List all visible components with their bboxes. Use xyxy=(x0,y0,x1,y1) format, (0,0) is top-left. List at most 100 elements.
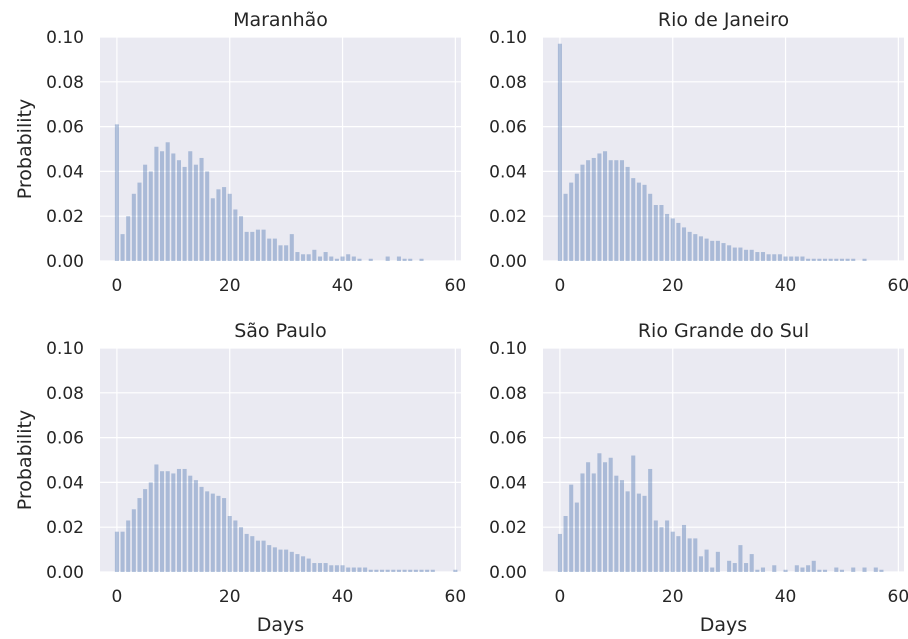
bar xyxy=(800,567,805,572)
bar xyxy=(272,238,277,261)
bar xyxy=(222,187,227,261)
bar xyxy=(704,238,709,261)
bar xyxy=(760,252,766,261)
bar xyxy=(811,258,816,261)
bar xyxy=(839,569,844,572)
bar xyxy=(648,468,653,572)
bar xyxy=(625,491,630,572)
bar xyxy=(727,245,732,261)
x-tick-label: 0 xyxy=(555,587,566,607)
bar xyxy=(614,160,619,261)
bar xyxy=(199,157,204,261)
bar xyxy=(120,234,125,261)
bar xyxy=(114,531,119,572)
y-tick-label: 0.00 xyxy=(46,252,84,272)
bar xyxy=(413,569,418,572)
bar xyxy=(205,491,210,572)
y-tick-label: 0.00 xyxy=(46,563,84,583)
bar xyxy=(244,533,249,572)
bar xyxy=(267,545,272,572)
bar xyxy=(670,531,675,572)
bar xyxy=(289,234,294,261)
bar xyxy=(597,453,602,572)
y-tick-label: 0.08 xyxy=(489,384,527,404)
bar xyxy=(238,216,244,261)
bar xyxy=(396,569,401,572)
bar xyxy=(306,254,311,261)
bar xyxy=(800,256,805,261)
bar xyxy=(222,498,227,572)
bar xyxy=(284,245,289,261)
bar xyxy=(148,171,153,261)
bar xyxy=(569,484,574,572)
x-tick-label: 20 xyxy=(219,276,241,296)
bar xyxy=(744,563,749,572)
x-tick-label: 60 xyxy=(888,587,908,607)
bar xyxy=(789,256,794,261)
bar xyxy=(334,565,339,572)
bar xyxy=(704,549,709,572)
y-tick-label: 0.10 xyxy=(489,339,527,359)
bar xyxy=(284,549,289,572)
bar xyxy=(563,193,568,261)
bar xyxy=(608,160,613,261)
bar xyxy=(681,524,687,572)
bar xyxy=(619,480,624,572)
x-tick-label: 20 xyxy=(219,587,241,607)
bar xyxy=(408,569,413,572)
bar xyxy=(851,258,856,261)
y-tick-label: 0.10 xyxy=(46,339,84,359)
bar xyxy=(755,569,760,572)
bar xyxy=(806,258,811,261)
bar xyxy=(834,567,839,572)
bar xyxy=(154,146,159,261)
bar xyxy=(278,245,283,261)
bar xyxy=(363,567,368,572)
bar xyxy=(749,554,754,572)
bar xyxy=(727,560,732,572)
y-tick-label: 0.00 xyxy=(489,563,527,583)
bar xyxy=(278,549,283,572)
bar xyxy=(828,258,833,261)
x-tick-label: 20 xyxy=(662,276,684,296)
bar xyxy=(368,258,373,261)
bar xyxy=(862,258,867,261)
bar xyxy=(851,567,856,572)
bar xyxy=(137,182,142,261)
bar xyxy=(205,171,210,261)
bar xyxy=(340,565,345,572)
bar xyxy=(329,256,334,261)
chart-title: Rio Grande do Sul xyxy=(638,320,809,342)
bar xyxy=(312,249,317,261)
bar xyxy=(591,157,596,261)
bar xyxy=(619,160,624,261)
bar xyxy=(182,468,187,572)
bar xyxy=(255,540,260,572)
x-axis-label: Days xyxy=(700,614,747,636)
bar xyxy=(749,249,754,261)
bar xyxy=(317,256,323,261)
chart-title: Maranhão xyxy=(233,9,328,31)
bar xyxy=(323,563,328,572)
y-tick-label: 0.10 xyxy=(489,28,527,48)
chart-panel-3: 0.00 0.02 0.04 0.06 0.08 0.10 0 20 40 60 São Paulo… xyxy=(14,320,466,636)
x-tick-label: 60 xyxy=(445,276,467,296)
bar xyxy=(210,198,215,261)
bar xyxy=(148,482,153,572)
bar xyxy=(131,509,136,572)
plot-background xyxy=(543,348,904,572)
bar xyxy=(817,569,822,572)
bar xyxy=(188,151,193,261)
bar xyxy=(670,218,675,261)
bar xyxy=(806,565,811,572)
y-tick-label: 0.02 xyxy=(489,518,527,538)
bar xyxy=(261,540,266,572)
bar xyxy=(710,240,715,261)
bar xyxy=(653,520,658,572)
bar xyxy=(301,556,306,572)
y-tick-label: 0.08 xyxy=(46,384,84,404)
bar xyxy=(659,527,664,572)
x-tick-label: 40 xyxy=(775,276,797,296)
bar xyxy=(715,551,720,572)
y-tick-label: 0.06 xyxy=(489,429,527,449)
